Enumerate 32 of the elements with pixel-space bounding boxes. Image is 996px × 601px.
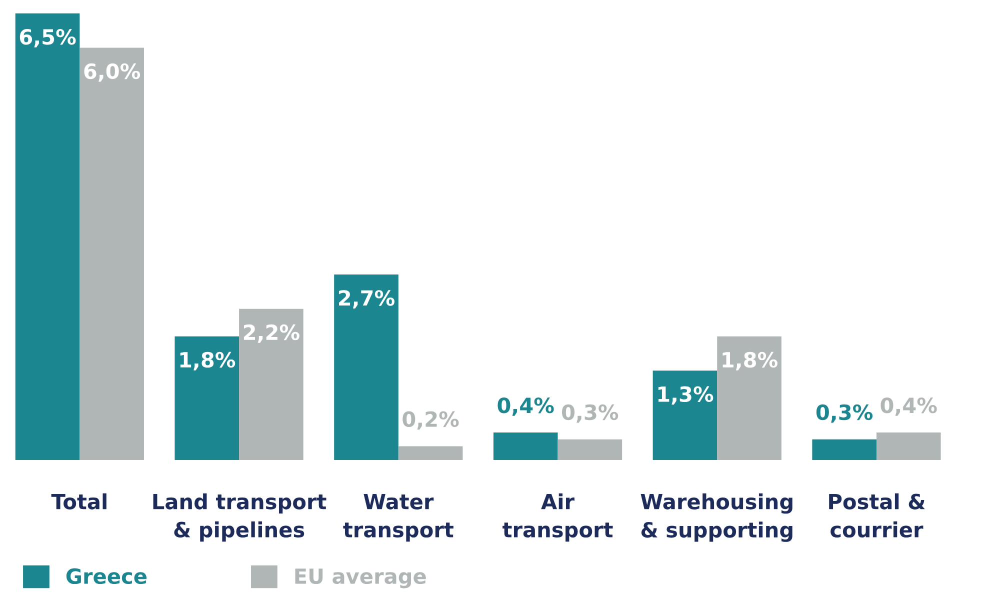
x-tick-label: Postal & courrier xyxy=(829,493,925,538)
data-label: 0,3% xyxy=(816,404,873,423)
x-tick-label: Air transport xyxy=(502,493,613,542)
bar xyxy=(558,439,622,460)
bar xyxy=(493,432,558,460)
data-label: 2,7% xyxy=(339,290,394,308)
data-label: 6,0% xyxy=(84,63,140,82)
bar xyxy=(812,439,876,460)
data-label: 1,8% xyxy=(722,352,778,370)
x-tick-label: Land transport & pipelines xyxy=(153,493,326,542)
legend-label: EU average xyxy=(295,568,426,588)
legend-label: Greece xyxy=(66,568,146,584)
x-tick-label: Warehousing & supporting xyxy=(640,493,792,542)
data-label: 0,2% xyxy=(402,411,459,430)
data-label: 0,3% xyxy=(562,404,618,423)
bar xyxy=(876,432,941,460)
bar xyxy=(174,336,240,460)
x-tick-label: Water transport xyxy=(343,494,454,542)
bar xyxy=(239,308,304,460)
data-label: 1,3% xyxy=(658,386,714,405)
bar xyxy=(334,274,398,460)
data-label: 0,4% xyxy=(880,398,937,416)
data-label: 0,4% xyxy=(498,398,554,416)
data-label: 6,5% xyxy=(20,28,76,48)
x-tick-label: Total xyxy=(51,493,106,510)
data-label: 2,2% xyxy=(244,324,300,343)
bar xyxy=(80,48,144,460)
bar xyxy=(398,446,463,460)
bar xyxy=(15,13,80,460)
bar xyxy=(717,336,782,460)
bar xyxy=(652,370,718,460)
data-label: 1,8% xyxy=(180,352,236,370)
